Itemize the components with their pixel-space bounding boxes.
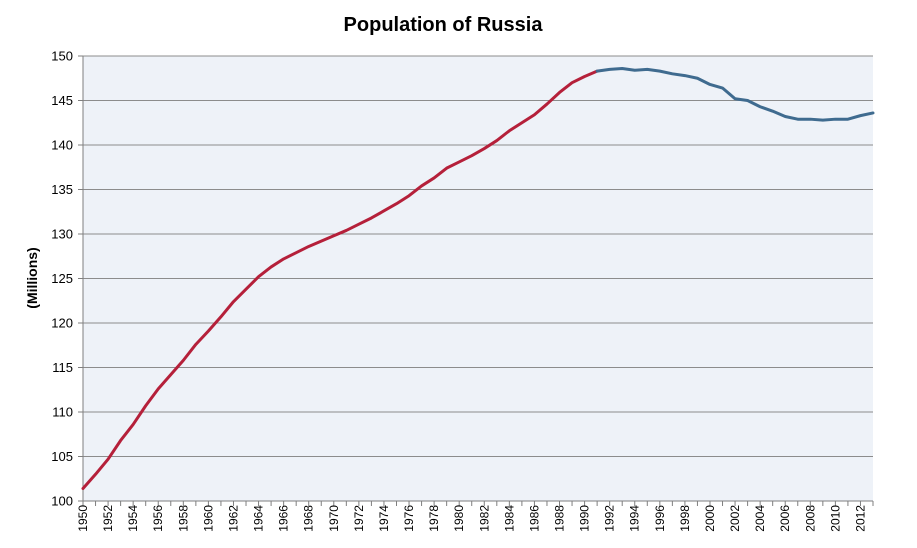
x-tick-label: 1962 — [226, 505, 240, 532]
series-line-2 — [595, 66, 875, 122]
x-tick-label: 2008 — [803, 505, 817, 532]
x-tick-label: 1966 — [277, 505, 291, 532]
x-tick-labels: 1950 1952 1954 1956 1958 1960 1962 1964 1966 1968… — [76, 505, 867, 532]
x-tick-label: 1998 — [678, 505, 692, 532]
y-tick-labels: 100 105 110 115 120 125 130 135 140 145 150 — [51, 49, 73, 509]
gridlines — [83, 55, 873, 457]
x-tick-label: 1978 — [427, 505, 441, 532]
x-tick-label: 1952 — [101, 505, 115, 532]
y-tick-label: 140 — [51, 138, 73, 153]
x-tick-label: 1980 — [452, 505, 466, 532]
x-tick-label: 2012 — [853, 505, 867, 532]
x-tick-label: 1950 — [76, 505, 90, 532]
x-tick-label: 2002 — [728, 505, 742, 532]
axes — [78, 55, 874, 506]
chart-title: Population of Russia — [344, 14, 544, 36]
x-tick-label: 1996 — [653, 505, 667, 532]
y-tick-label: 105 — [51, 449, 73, 464]
x-tick-label: 2010 — [828, 505, 842, 532]
x-tick-label: 1960 — [201, 505, 215, 532]
x-tick-label: 1990 — [578, 505, 592, 532]
x-tick-label: 1986 — [527, 505, 541, 532]
x-tick-label: 1954 — [126, 505, 140, 532]
x-tick-label: 1992 — [603, 505, 617, 532]
y-tick-label: 110 — [52, 405, 73, 420]
series-lines — [81, 66, 875, 491]
x-tick-label: 1994 — [628, 505, 642, 532]
series-line-1 — [81, 69, 599, 491]
x-tick-label: 1972 — [352, 505, 366, 532]
x-tick-label: 1988 — [553, 505, 567, 532]
x-tick-label: 1974 — [377, 505, 391, 532]
y-tick-label: 125 — [51, 271, 73, 286]
x-tick-label: 1982 — [477, 505, 491, 532]
x-tick-label: 1976 — [402, 505, 416, 532]
x-tick-label: 2004 — [753, 505, 767, 532]
y-tick-label: 115 — [52, 360, 73, 375]
x-tick-label: 1964 — [252, 505, 266, 532]
x-tick-label: 1958 — [176, 505, 190, 532]
x-tick-label: 1984 — [502, 505, 516, 532]
y-tick-label: 100 — [51, 494, 73, 509]
x-tick-label: 2006 — [778, 505, 792, 532]
y-tick-label: 145 — [51, 93, 73, 108]
y-tick-label: 135 — [51, 182, 73, 197]
y-tick-label: 120 — [51, 316, 73, 331]
y-tick-label: 150 — [51, 49, 73, 64]
y-tick-label: 130 — [51, 227, 73, 242]
x-tick-label: 1970 — [327, 505, 341, 532]
x-tick-label: 1968 — [302, 505, 316, 532]
x-tick-label: 2000 — [703, 505, 717, 532]
y-axis-label: (Millions) — [24, 247, 40, 308]
x-tick-label: 1956 — [151, 505, 165, 532]
